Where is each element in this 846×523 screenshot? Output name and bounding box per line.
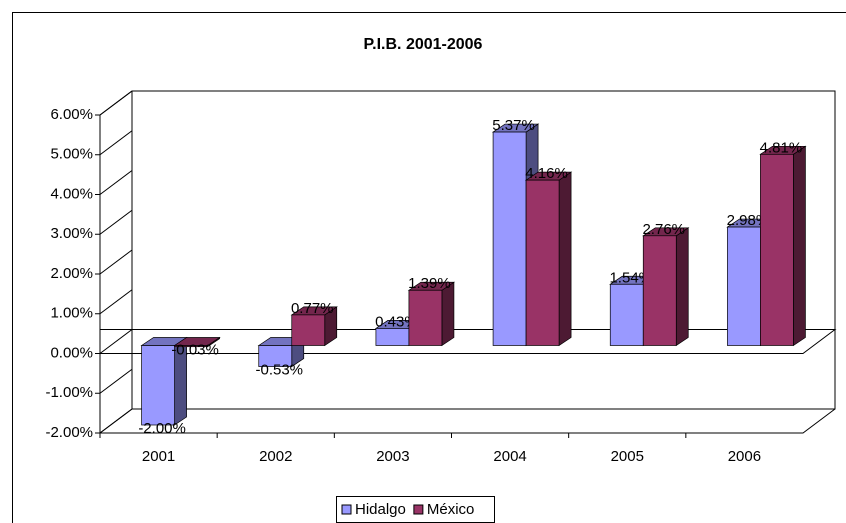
y-tick-diag [99,209,133,235]
value-label: -0.53% [255,362,303,379]
bar [290,306,338,347]
y-tick-diag [99,408,133,434]
bar [407,281,456,347]
y-tick-label: 5.00% [50,146,93,163]
value-label: 2.76% [642,221,685,238]
value-label: -2.00% [138,420,186,437]
legend-swatch [413,504,424,515]
y-tick-label: -2.00% [45,424,93,441]
bar-front [174,345,208,348]
x-tick-label: 2003 [376,448,409,465]
value-label: 0.43% [375,313,418,330]
value-label: 1.54% [609,269,652,286]
value-label: 0.77% [291,300,334,317]
value-label: 4.16% [525,165,568,182]
bar-front [408,289,443,346]
legend-label: México [427,501,475,518]
bar-side [793,145,806,347]
bar-front [375,328,410,346]
y-tick-label: 3.00% [50,225,93,242]
y-tick-diag [99,90,133,116]
bar-front [727,226,761,346]
y-tick-diag [99,249,133,275]
value-label: 4.81% [760,139,803,156]
bar [524,171,573,347]
legend-label: Hidalgo [355,501,406,518]
bar-front [141,345,175,426]
value-label: 2.98% [727,212,770,229]
bar-front [609,283,644,346]
x-tick-label: 2001 [142,448,175,465]
bar [173,336,221,348]
y-tick-label: 2.00% [50,265,93,282]
legend-swatch [341,504,352,515]
y-tick-diag [99,289,133,315]
bar-front [525,179,560,346]
chart-frame [12,12,846,523]
bar-side [558,171,572,347]
value-label: -0.03% [171,342,219,359]
legend: Hidalgo México [336,496,495,523]
bar [642,227,690,347]
value-label: 5.37% [492,117,535,134]
y-tick-diag [99,368,133,394]
value-label: 1.39% [408,275,451,292]
bar-front [258,345,293,367]
y-tick-label: -1.00% [45,384,93,401]
bar-front [492,131,527,346]
x-tick-label: 2005 [611,448,644,465]
x-tick-label: 2002 [259,448,292,465]
bar-side [675,227,689,347]
bar [759,145,807,347]
bar [140,336,188,426]
y-tick-label: 6.00% [50,106,93,123]
y-tick-diag [99,170,133,195]
y-tick-diag [99,130,133,156]
y-tick-label: 1.00% [50,305,93,322]
y-tick-diag [99,329,133,354]
bar-front [760,153,794,346]
x-tick-label: 2006 [728,448,761,465]
x-tick-label: 2004 [493,448,526,465]
zero-plane [100,329,837,354]
bar-front [291,314,326,346]
chart-title: P.I.B. 2001-2006 [364,36,483,53]
y-tick-label: 4.00% [50,185,93,202]
bar-front [642,235,677,346]
y-tick-label: 0.00% [50,344,93,361]
